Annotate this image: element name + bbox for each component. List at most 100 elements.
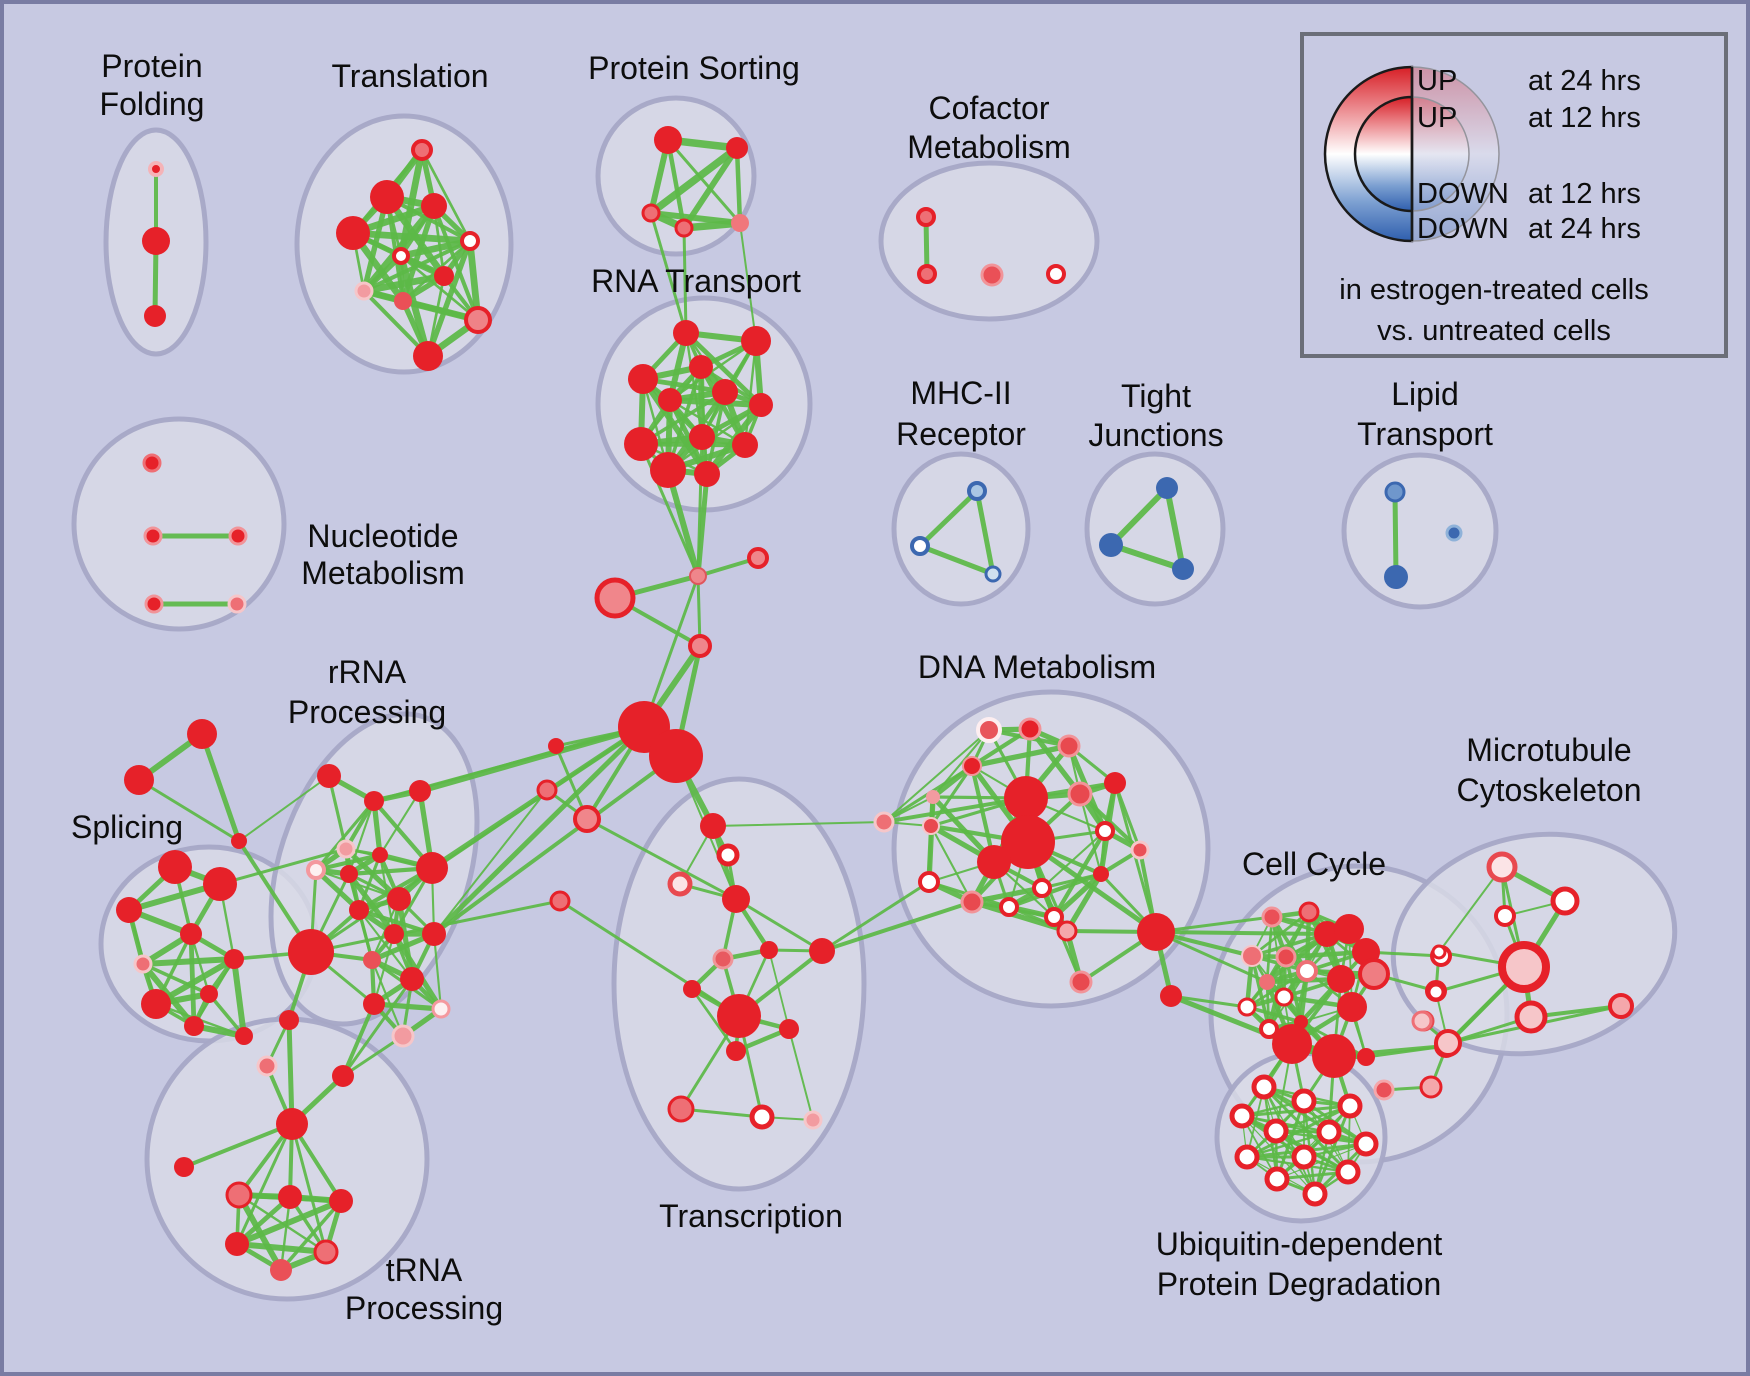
network-node-cc13[interactable] <box>1274 987 1294 1007</box>
network-node-u6[interactable] <box>1316 1119 1342 1145</box>
network-node-mt3[interactable] <box>1494 905 1516 927</box>
network-node-tb3[interactable] <box>329 1189 353 1213</box>
network-node-cc24[interactable] <box>1419 1075 1443 1099</box>
network-node-rt1[interactable] <box>673 320 699 346</box>
network-node-lx4[interactable] <box>549 890 571 912</box>
network-node-cc8[interactable] <box>1337 992 1367 1022</box>
network-node-sp10[interactable] <box>184 1016 204 1036</box>
network-node-tb5[interactable] <box>313 1239 339 1265</box>
network-node-rr4[interactable] <box>336 839 356 859</box>
network-node-dm17[interactable] <box>999 897 1019 917</box>
network-node-rt7[interactable] <box>749 393 773 417</box>
network-node-tc7[interactable] <box>683 980 701 998</box>
network-node-rt9[interactable] <box>689 424 715 450</box>
network-node-sp5[interactable] <box>133 954 153 974</box>
network-node-u4[interactable] <box>1229 1103 1255 1129</box>
network-node-cc2[interactable] <box>1298 901 1320 923</box>
network-node-mt1[interactable] <box>1486 851 1518 883</box>
network-node-mt7[interactable] <box>1411 1010 1433 1032</box>
network-node-dm8[interactable] <box>1004 776 1048 820</box>
network-node-tl9[interactable] <box>394 292 412 310</box>
network-node-hx1[interactable] <box>689 567 707 585</box>
network-node-u11[interactable] <box>1264 1166 1290 1192</box>
network-node-ta1[interactable] <box>279 1010 299 1030</box>
network-node-sp6[interactable] <box>224 949 244 969</box>
network-node-dm5[interactable] <box>926 790 940 804</box>
network-node-mh1[interactable] <box>967 481 987 501</box>
network-node-dm21[interactable] <box>1069 970 1093 994</box>
network-node-u5[interactable] <box>1263 1118 1289 1144</box>
network-node-u9[interactable] <box>1291 1144 1317 1170</box>
network-node-mt8[interactable] <box>1514 1000 1548 1034</box>
network-node-cc17[interactable] <box>1272 1024 1312 1064</box>
network-node-dm7[interactable] <box>1067 781 1093 807</box>
network-node-tb1[interactable] <box>225 1181 253 1209</box>
network-node-rr11[interactable] <box>384 924 404 944</box>
network-node-tc6[interactable] <box>712 948 734 970</box>
network-node-lx2[interactable] <box>536 779 558 801</box>
network-node-rr2[interactable] <box>364 791 384 811</box>
network-node-tl11[interactable] <box>413 341 443 371</box>
network-node-rr17[interactable] <box>391 1024 415 1048</box>
network-node-cm1[interactable] <box>916 207 936 227</box>
network-node-tc4[interactable] <box>722 885 750 913</box>
network-node-pf2[interactable] <box>142 227 170 255</box>
network-node-rt5[interactable] <box>712 379 738 405</box>
network-node-tc10[interactable] <box>779 1019 799 1039</box>
network-node-tc14[interactable] <box>803 1110 823 1130</box>
network-node-sp7[interactable] <box>141 989 171 1019</box>
network-node-rr13[interactable] <box>363 951 381 969</box>
network-node-dm19[interactable] <box>1093 866 1109 882</box>
network-node-rr12[interactable] <box>422 922 446 946</box>
network-node-cc12[interactable] <box>1259 974 1275 990</box>
network-node-tb6[interactable] <box>270 1259 292 1281</box>
network-node-ps4[interactable] <box>674 218 694 238</box>
network-node-rt3[interactable] <box>628 364 658 394</box>
network-node-lc[interactable] <box>873 811 895 833</box>
network-node-cc9[interactable] <box>1241 945 1263 967</box>
network-node-cm3[interactable] <box>980 263 1004 287</box>
network-node-cc4[interactable] <box>1334 914 1364 944</box>
network-node-tj2[interactable] <box>1099 533 1123 557</box>
network-node-rr16[interactable] <box>431 999 451 1019</box>
network-node-ta2[interactable] <box>256 1055 278 1077</box>
network-node-tc11[interactable] <box>726 1041 746 1061</box>
network-node-dm13[interactable] <box>1130 840 1150 860</box>
network-node-nm4[interactable] <box>144 594 164 614</box>
network-node-rr15[interactable] <box>363 993 385 1015</box>
network-node-tl5[interactable] <box>460 231 480 251</box>
network-node-mt5[interactable] <box>1498 941 1550 993</box>
network-node-dm22[interactable] <box>1160 985 1182 1007</box>
network-node-hub2[interactable] <box>649 729 703 783</box>
network-node-lx1[interactable] <box>548 738 564 754</box>
network-node-pf1[interactable] <box>148 161 164 177</box>
network-node-rr5[interactable] <box>306 860 326 880</box>
network-node-tl7[interactable] <box>434 266 454 286</box>
network-node-rr9[interactable] <box>387 887 411 911</box>
network-node-tc13[interactable] <box>749 1104 775 1130</box>
network-node-ta3[interactable] <box>332 1065 354 1087</box>
network-node-tc3[interactable] <box>667 871 693 897</box>
network-node-rr3[interactable] <box>409 780 431 802</box>
network-node-cc15[interactable] <box>1259 1019 1279 1039</box>
network-node-tl1[interactable] <box>411 139 433 161</box>
network-node-rr1[interactable] <box>317 764 341 788</box>
network-node-tl3[interactable] <box>421 193 447 219</box>
network-node-mt10[interactable] <box>1434 1029 1462 1057</box>
network-node-tnh[interactable] <box>276 1108 308 1140</box>
network-node-cc19[interactable] <box>1357 1048 1375 1066</box>
network-node-cc6[interactable] <box>1358 958 1390 990</box>
network-node-tj3[interactable] <box>1172 558 1194 580</box>
network-node-cm2[interactable] <box>917 264 937 284</box>
network-node-dm20[interactable] <box>1056 920 1078 942</box>
network-node-cc7[interactable] <box>1327 965 1355 993</box>
network-node-hx4[interactable] <box>688 634 712 658</box>
network-node-cc18[interactable] <box>1312 1034 1356 1078</box>
network-node-sp3[interactable] <box>116 897 142 923</box>
network-node-lt3[interactable] <box>1445 524 1463 542</box>
network-node-rr10[interactable] <box>349 900 369 920</box>
network-node-u10[interactable] <box>1335 1159 1361 1185</box>
network-node-sp1[interactable] <box>158 850 192 884</box>
network-node-dm6[interactable] <box>1104 772 1126 794</box>
network-node-dm2[interactable] <box>1018 717 1042 741</box>
